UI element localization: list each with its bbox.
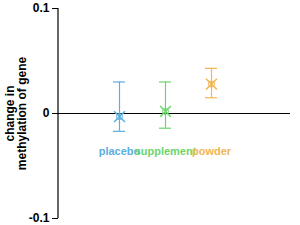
svg-text:supplement: supplement: [135, 145, 197, 157]
svg-text:-0.1: -0.1: [29, 211, 50, 225]
svg-text:0: 0: [43, 106, 50, 120]
svg-text:0.1: 0.1: [33, 1, 50, 15]
svg-text:change inmethylation of gene: change inmethylation of gene: [3, 57, 29, 171]
svg-text:placebo: placebo: [98, 145, 141, 157]
svg-text:powder: powder: [192, 145, 232, 157]
